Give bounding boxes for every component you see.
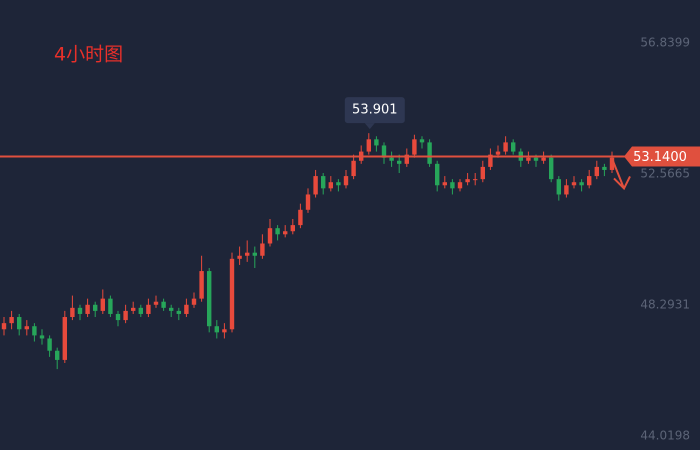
candle-body xyxy=(267,228,273,244)
candle-body xyxy=(275,228,280,235)
candle-body xyxy=(222,329,227,333)
candle-body xyxy=(442,182,447,186)
candle-body xyxy=(511,142,516,152)
candle-body xyxy=(184,304,189,314)
candle-body xyxy=(252,252,257,256)
candle-body xyxy=(556,179,561,195)
candle-body xyxy=(161,301,166,308)
candle-body xyxy=(131,307,136,311)
candle-body xyxy=(336,182,341,186)
candle-body xyxy=(488,154,493,167)
candle-body xyxy=(594,166,599,177)
candle-body xyxy=(313,176,318,195)
candle-body xyxy=(564,185,569,195)
candle-body xyxy=(9,317,14,324)
candle-body xyxy=(191,298,197,305)
forecast-arrow xyxy=(611,158,631,191)
candle-body xyxy=(435,163,440,186)
candle-body xyxy=(404,154,409,164)
candle-body xyxy=(85,304,90,314)
high-marker-box xyxy=(344,97,405,124)
candle-body xyxy=(283,231,288,235)
candle-body xyxy=(24,326,29,330)
y-tick-label: 44.0198 xyxy=(640,428,690,442)
candle-body xyxy=(343,176,349,186)
candle-body xyxy=(55,350,60,360)
candle-body xyxy=(473,179,478,181)
candle-body xyxy=(381,145,387,158)
candle-body xyxy=(480,166,485,180)
candle-body xyxy=(298,209,303,226)
chart-title: 4小时图 xyxy=(54,44,123,66)
candle-body xyxy=(450,182,455,189)
y-tick-label: 48.2931 xyxy=(640,297,690,311)
candle-body xyxy=(199,271,204,299)
candle-body xyxy=(533,157,539,161)
candle-body xyxy=(39,335,45,339)
candle-body xyxy=(245,252,250,256)
candle-body xyxy=(571,182,577,186)
candle-body xyxy=(609,157,615,170)
candle-body xyxy=(374,139,379,146)
candle-body xyxy=(328,182,333,189)
candle-body xyxy=(579,182,584,186)
last-price-tag xyxy=(624,146,700,167)
candle-body xyxy=(62,317,67,360)
candle-body xyxy=(138,307,143,314)
y-tick-label: 52.5665 xyxy=(640,167,690,181)
candle-body xyxy=(351,160,356,177)
candle-body xyxy=(419,139,425,143)
candle-body xyxy=(77,307,83,314)
candle-body xyxy=(176,310,181,314)
candle-body xyxy=(321,176,326,189)
candle-body xyxy=(465,179,470,183)
candle-body xyxy=(526,157,531,161)
candle-body xyxy=(17,317,22,330)
candle-body xyxy=(93,304,98,311)
candle-body xyxy=(32,326,37,336)
candle-body xyxy=(495,151,501,155)
candle-body xyxy=(100,298,105,311)
candle-body xyxy=(602,166,607,170)
candle-body xyxy=(47,338,52,351)
candle-body xyxy=(412,139,417,155)
candle-body xyxy=(305,194,311,210)
last-price-label: 53.1400 xyxy=(633,150,687,165)
candle-body xyxy=(153,301,159,305)
candle-body xyxy=(70,307,75,318)
candle-body xyxy=(214,326,219,333)
high-marker-label: 53.901 xyxy=(352,103,398,118)
high-marker-pointer xyxy=(364,123,375,130)
candle-body xyxy=(146,304,151,314)
candle-body xyxy=(389,157,394,161)
y-tick-label: 56.8399 xyxy=(640,36,690,50)
candle-body xyxy=(427,142,432,164)
candle-body xyxy=(207,271,212,327)
candle-body xyxy=(457,182,463,189)
candle-body xyxy=(237,255,242,259)
candle-body xyxy=(503,142,508,152)
candle-body xyxy=(549,157,554,180)
candle-body xyxy=(123,310,128,321)
candle-body xyxy=(229,258,235,330)
candle-body xyxy=(541,157,546,161)
candle-body xyxy=(587,176,592,186)
candle-body xyxy=(260,243,265,256)
candle-body xyxy=(290,225,295,232)
candle-body xyxy=(366,139,371,152)
candle-body xyxy=(1,323,7,330)
candle-body xyxy=(397,160,402,164)
candle-body xyxy=(108,298,113,314)
candle-body xyxy=(115,313,121,321)
candle-body xyxy=(169,307,174,311)
